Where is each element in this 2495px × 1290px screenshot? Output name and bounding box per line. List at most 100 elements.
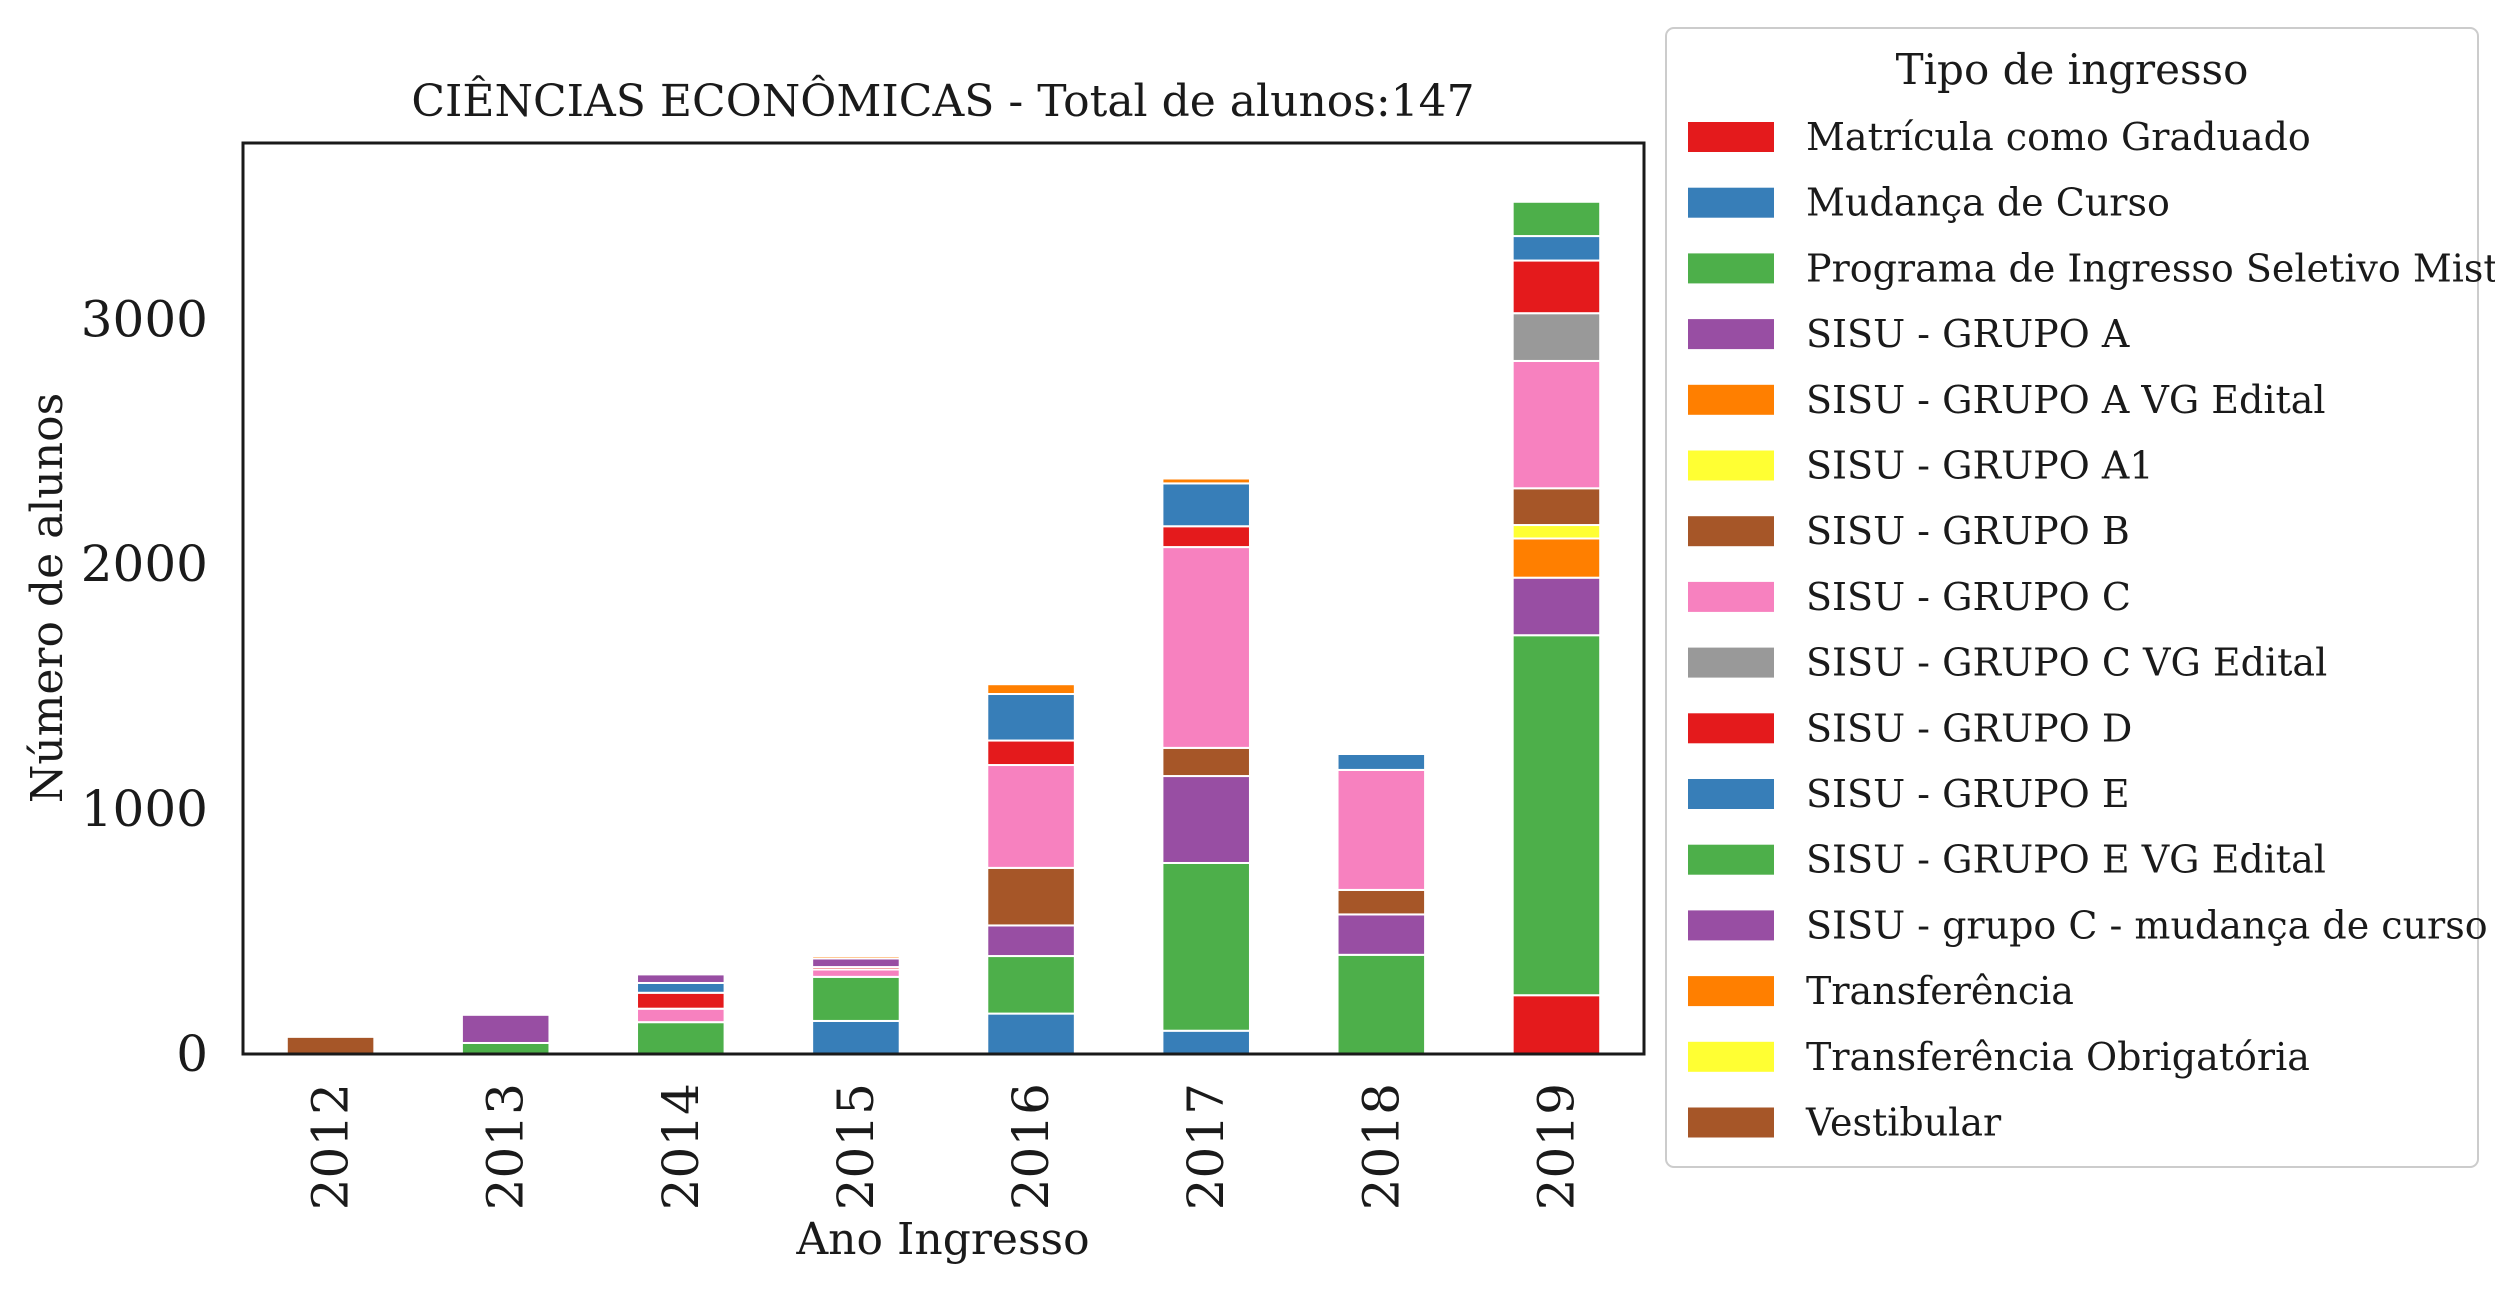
legend-title: Tipo de ingresso [1896, 45, 2249, 94]
bar-segment-2013-programa-de-ingresso-seletivo-misto [460, 1041, 551, 1056]
legend-label: Transferência Obrigatória [1806, 1035, 2310, 1079]
bars-group [285, 200, 1602, 1056]
x-tick-label: 2014 [652, 1083, 710, 1210]
legend-label: SISU - GRUPO B [1806, 509, 2130, 553]
bar-segment-2019-programa-de-ingresso-seletivo-misto [1511, 634, 1602, 997]
legend-swatch [1688, 910, 1774, 941]
bar-segment-2015-programa-de-ingresso-seletivo-misto [811, 975, 901, 1022]
legend-label: Programa de Ingresso Seletivo Misto [1806, 246, 2495, 290]
legend-label: SISU - GRUPO A VG Edital [1806, 378, 2326, 422]
legend-label: SISU - GRUPO C [1806, 575, 2131, 619]
y-axis-label: Número de alunos [22, 393, 73, 803]
x-tick-label: 2015 [827, 1083, 885, 1210]
bar-segment-2016-programa-de-ingresso-seletivo-misto [986, 955, 1076, 1015]
legend-label: SISU - GRUPO A [1806, 312, 2130, 356]
y-tick-label: 3000 [81, 290, 208, 348]
bar-segment-2017-sisu-grupo-c [1161, 546, 1251, 749]
bar-segment-2016-sisu-grupo-c [986, 764, 1076, 869]
bar-segment-2019-sisu-grupo-e [1511, 235, 1602, 262]
legend-label: SISU - GRUPO A1 [1806, 444, 2154, 488]
legend-label: SISU - GRUPO E VG Edital [1806, 838, 2326, 882]
bar-segment-2019-sisu-grupo-a1 [1511, 524, 1602, 540]
legend-label: SISU - grupo C - mudança de curso [1806, 903, 2488, 947]
bar-segment-2018-programa-de-ingresso-seletivo-misto [1336, 953, 1427, 1055]
y-tick-label: 0 [176, 1025, 208, 1083]
legend-label: SISU - GRUPO C VG Edital [1806, 641, 2327, 685]
x-tick-label: 2012 [302, 1083, 360, 1210]
x-tick-label: 2013 [477, 1083, 535, 1210]
bar-segment-2018-sisu-grupo-c [1336, 768, 1427, 891]
bar-segment-2015-sisu-grupo-c-mudanca-de-curso [811, 957, 901, 969]
bar-segment-2016-mudanca-de-curso [986, 1012, 1076, 1055]
x-tick-label: 2019 [1527, 1083, 1585, 1210]
legend: Tipo de ingresso Matrícula como Graduado… [1665, 27, 2495, 1168]
x-axis-label: Ano Ingresso [795, 1214, 1089, 1265]
bar-segment-2014-programa-de-ingresso-seletivo-misto [636, 1021, 726, 1056]
legend-label: Matrícula como Graduado [1806, 115, 2311, 159]
legend-swatch [1688, 253, 1774, 284]
legend-frame [1665, 27, 2479, 1168]
bar-segment-2013-sisu-grupo-c-mudanca-de-curso [460, 1013, 551, 1044]
x-tick-label: 2016 [1002, 1083, 1060, 1210]
legend-label: Transferência [1806, 969, 2074, 1013]
bar-segment-2014-sisu-grupo-d [636, 991, 726, 1010]
bar-segment-2017-transferencia [1161, 477, 1251, 485]
legend-items: Matrícula como Graduado Mudança de Curso P… [1688, 115, 2495, 1145]
bar-segment-2018-sisu-grupo-a [1336, 913, 1427, 956]
legend-swatch [1688, 450, 1774, 481]
legend-swatch [1688, 516, 1774, 547]
legend-label: SISU - GRUPO E [1806, 772, 2130, 816]
bar-segment-2016-sisu-grupo-b [986, 866, 1076, 927]
x-tick-label: 2018 [1352, 1083, 1410, 1210]
bar-segment-2014-sisu-grupo-c [636, 1007, 726, 1024]
plot-frame [241, 141, 1646, 1056]
bar-segment-2018-sisu-grupo-b [1336, 888, 1427, 916]
bar-segment-2017-sisu-grupo-d [1161, 525, 1251, 549]
legend-swatch [1688, 581, 1774, 612]
bar-segment-2018-sisu-grupo-e [1336, 753, 1427, 771]
bar-segment-2019-sisu-grupo-d [1511, 259, 1602, 315]
bar-segment-2019-sisu-grupo-e-vg-edital [1511, 200, 1602, 238]
legend-swatch [1688, 844, 1774, 875]
chart-title: CIÊNCIAS ECONÔMICAS - Total de alunos:14… [411, 74, 1474, 127]
bar-segment-2017-sisu-grupo-a [1161, 775, 1251, 864]
x-tick-labels: 2012 2013 2014 2015 2016 2017 2018 2019 [302, 1083, 1586, 1210]
bar-segment-2015-mudanca-de-curso [811, 1019, 901, 1055]
legend-swatch [1688, 319, 1774, 350]
legend-label: Vestibular [1805, 1101, 2002, 1145]
bar-segment-2019-sisu-grupo-c [1511, 359, 1602, 490]
x-tick-label: 2017 [1177, 1083, 1235, 1210]
legend-swatch [1688, 1041, 1774, 1072]
y-tick-label: 1000 [81, 780, 208, 838]
bar-segment-2016-sisu-grupo-d [986, 739, 1076, 767]
bar-segment-2019-matricula-como-graduado [1511, 994, 1602, 1056]
legend-label: Mudança de Curso [1806, 181, 2170, 225]
bar-segment-2015-transferencia-obrigatoria [811, 953, 901, 958]
bar-segment-2014-sisu-grupo-e [636, 981, 726, 994]
bar-segment-2016-sisu-grupo-e [986, 693, 1076, 742]
bar-segment-2012-vestibular [285, 1035, 376, 1056]
bar-segment-2019-sisu-grupo-a [1511, 576, 1602, 637]
bar-segment-2019-sisu-grupo-b [1511, 487, 1602, 527]
legend-swatch [1688, 647, 1774, 678]
legend-swatch [1688, 122, 1774, 152]
bar-segment-2015-sisu-grupo-c [811, 968, 901, 978]
bar-segment-2019-sisu-grupo-c-vg-edital [1511, 312, 1602, 362]
legend-swatch [1688, 779, 1774, 809]
legend-label: SISU - GRUPO D [1806, 706, 2132, 750]
legend-swatch [1688, 1107, 1774, 1138]
legend-swatch [1688, 187, 1774, 218]
bar-segment-2017-mudanca-de-curso [1161, 1029, 1251, 1056]
legend-swatch [1688, 976, 1774, 1007]
y-tick-labels: 0 1000 2000 3000 [81, 290, 208, 1083]
bar-segment-2019-sisu-grupo-a-vg-edital [1511, 537, 1602, 579]
legend-swatch [1688, 713, 1774, 744]
y-tick-label: 2000 [81, 535, 208, 593]
bar-segment-2014-sisu-grupo-c-mudanca-de-curso [636, 973, 726, 984]
bar-segment-2016-transferencia [986, 683, 1076, 696]
bar-segment-2017-programa-de-ingresso-seletivo-misto [1161, 861, 1251, 1032]
bar-segment-2017-sisu-grupo-e [1161, 482, 1251, 528]
legend-swatch [1688, 384, 1774, 415]
bar-segment-2016-sisu-grupo-a [986, 924, 1076, 958]
